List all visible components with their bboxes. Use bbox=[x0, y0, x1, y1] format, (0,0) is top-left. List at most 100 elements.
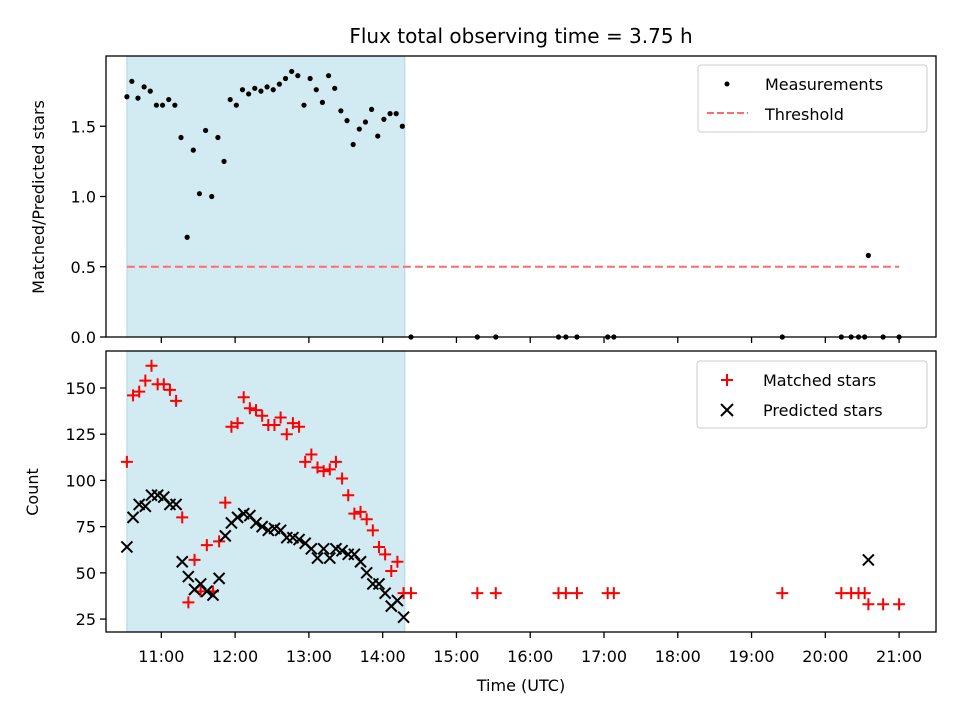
measurement-point bbox=[159, 102, 166, 108]
count-y-tick-label: 50 bbox=[76, 564, 96, 583]
matched-star-marker bbox=[489, 587, 502, 600]
x-tick-label: 16:00 bbox=[507, 647, 553, 666]
x-tick-label: 14:00 bbox=[360, 647, 406, 666]
matched-star-marker bbox=[862, 598, 875, 611]
measurement-point bbox=[865, 252, 871, 259]
measurement-point bbox=[264, 84, 270, 90]
x-axis-label: Time (UTC) bbox=[476, 676, 565, 695]
count-y-tick-label: 25 bbox=[76, 610, 96, 629]
matched-star-marker bbox=[372, 540, 385, 553]
x-tick-label: 19:00 bbox=[729, 647, 775, 666]
predicted-star-marker bbox=[397, 611, 410, 624]
predicted-star-marker bbox=[200, 585, 214, 598]
matched-star-marker bbox=[317, 465, 330, 478]
predicted-star-marker bbox=[354, 555, 367, 568]
matched-star-marker bbox=[231, 417, 244, 430]
measurement-point bbox=[332, 85, 338, 91]
predicted-star-marker bbox=[139, 500, 152, 513]
measurement-point bbox=[147, 88, 153, 94]
matched-star-marker bbox=[286, 417, 299, 430]
measurement-point bbox=[289, 68, 295, 75]
legend-matched-label: Matched stars bbox=[763, 371, 876, 390]
observing-window-shade-bottom bbox=[126, 350, 406, 633]
measurement-point bbox=[356, 126, 362, 132]
matched-star-marker bbox=[559, 587, 572, 600]
matched-star-marker bbox=[163, 383, 176, 396]
measurement-point bbox=[307, 75, 313, 82]
legend-measurements-label: Measurements bbox=[765, 75, 883, 94]
predicted-star-marker bbox=[176, 555, 189, 568]
matched-star-marker bbox=[188, 553, 201, 566]
count-y-axis-label: Count bbox=[23, 468, 42, 516]
ratio-legend-box bbox=[697, 64, 928, 133]
measurement-point bbox=[381, 116, 387, 122]
measurement-point bbox=[239, 87, 246, 93]
predicted-star-marker bbox=[311, 551, 324, 565]
legend-threshold-label: Threshold bbox=[764, 105, 844, 124]
measurement-point bbox=[270, 87, 276, 93]
predicted-star-marker bbox=[305, 542, 318, 556]
ratio-y-tick-label: 1.0 bbox=[71, 188, 96, 207]
measurement-point bbox=[227, 96, 233, 103]
matched-star-marker bbox=[893, 598, 906, 611]
count-panel-frame bbox=[105, 350, 937, 633]
matched-star-marker bbox=[379, 548, 392, 561]
ratio-y-axis-label: Matched/Predicted stars bbox=[29, 100, 48, 294]
matched-star-marker bbox=[323, 463, 336, 476]
measurement-point bbox=[166, 96, 172, 103]
ratio-legend: Measurements Threshold bbox=[697, 64, 928, 133]
matched-star-marker bbox=[329, 455, 342, 468]
predicted-star-marker bbox=[249, 516, 263, 530]
measurement-point bbox=[375, 133, 381, 139]
observing-window-shade-top bbox=[126, 55, 406, 338]
matched-star-marker bbox=[280, 428, 293, 441]
matched-star-marker bbox=[243, 402, 256, 415]
count-panel: 25 50 75 100 125 150 11:00 12:00 13:00 14:00 15:0… bbox=[23, 350, 937, 695]
matched-star-marker bbox=[293, 420, 306, 433]
ratio-y-tick-label: 0.0 bbox=[71, 328, 96, 347]
count-y-tick-label: 100 bbox=[65, 471, 96, 490]
matched-star-marker bbox=[213, 535, 226, 548]
x-tick-label: 11:00 bbox=[138, 647, 184, 666]
legend-predicted-label: Predicted stars bbox=[763, 401, 883, 420]
measurement-point bbox=[233, 102, 239, 108]
measurement-point bbox=[344, 118, 350, 124]
measurement-point bbox=[153, 102, 160, 108]
measurement-point bbox=[172, 102, 178, 108]
matched-star-marker bbox=[145, 359, 158, 372]
measurement-point bbox=[282, 75, 289, 82]
measurement-point bbox=[387, 111, 393, 117]
ratio-panel: 0.0 0.5 1.0 1.5 Matched/Predicted stars Mea… bbox=[29, 55, 937, 347]
legend-measurements-marker bbox=[724, 81, 730, 87]
predicted-star-marker bbox=[292, 533, 306, 546]
x-tick-label: 21:00 bbox=[876, 647, 922, 666]
matched-star-marker bbox=[170, 394, 183, 407]
matched-star-marker bbox=[305, 448, 318, 461]
matched-star-marker bbox=[336, 472, 349, 485]
measurement-point bbox=[203, 127, 209, 134]
measurement-point bbox=[258, 88, 264, 94]
predicted-star-marker bbox=[255, 520, 269, 533]
predicted-star-marker bbox=[360, 566, 373, 580]
ratio-y-ticks: 0.0 0.5 1.0 1.5 bbox=[71, 117, 106, 347]
count-y-tick-label: 125 bbox=[65, 425, 96, 444]
chart-title: Flux total observing time = 3.75 h bbox=[349, 24, 692, 48]
x-tick-label: 12:00 bbox=[212, 647, 258, 666]
matched-star-marker bbox=[139, 374, 152, 387]
count-legend: Matched stars Predicted stars bbox=[696, 360, 928, 429]
predicted-star-marker bbox=[231, 511, 244, 524]
x-tick-label: 13:00 bbox=[286, 647, 332, 666]
measurement-point bbox=[135, 95, 141, 101]
matched-star-marker bbox=[385, 564, 398, 577]
matched-star-marker bbox=[299, 455, 312, 468]
matched-star-marker bbox=[471, 587, 484, 600]
matched-star-marker bbox=[776, 587, 789, 600]
measurement-point bbox=[178, 134, 184, 141]
count-x-ticks: 11:00 12:00 13:00 14:00 15:00 16:00 17:00 18:00… bbox=[138, 632, 922, 666]
matched-star-marker bbox=[858, 587, 871, 600]
measurement-point bbox=[313, 87, 319, 93]
legend-predicted-marker bbox=[720, 403, 734, 417]
measurement-point bbox=[246, 91, 252, 97]
matched-star-marker bbox=[274, 411, 287, 424]
